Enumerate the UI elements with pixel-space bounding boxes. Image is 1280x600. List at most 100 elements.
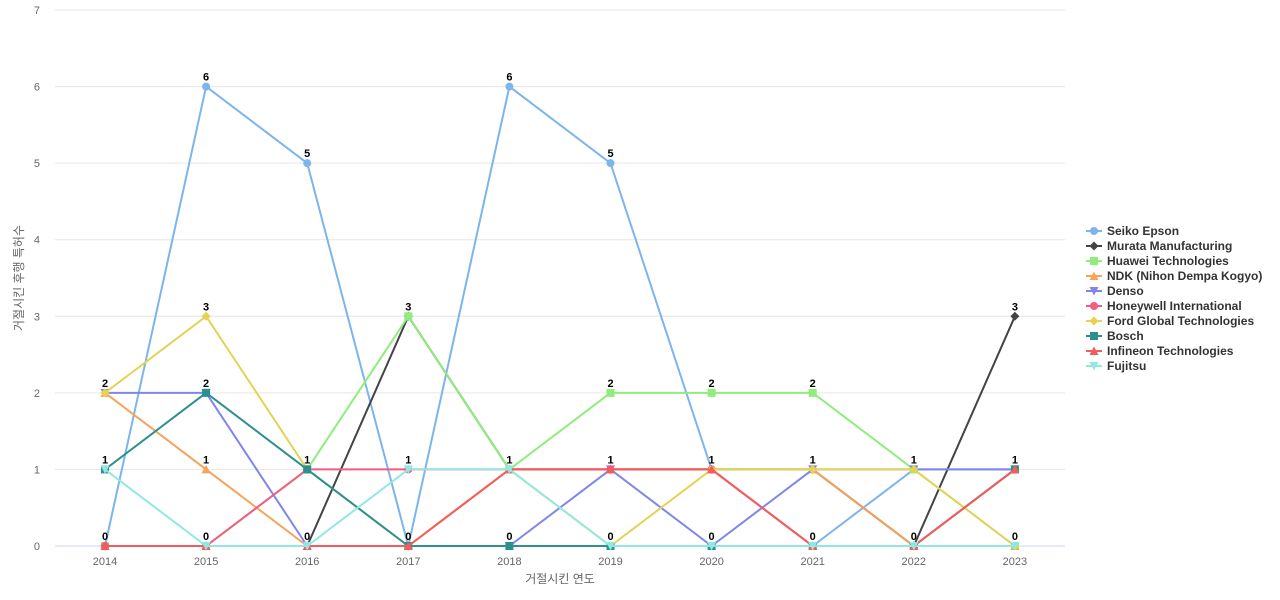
data-point [606,388,615,397]
data-point [606,464,615,474]
series-fujitsu [100,465,1020,551]
data-point [100,541,110,550]
x-tick-label: 2019 [598,556,622,568]
legend-item[interactable]: Denso [1086,284,1144,298]
legend-item[interactable]: Ford Global Technologies [1086,314,1254,328]
legend-item[interactable]: Huawei Technologies [1086,254,1229,268]
grid-lines [55,9,1065,547]
data-label: 0 [102,531,108,543]
data-label: 0 [810,531,816,543]
legend-marker [1090,227,1098,235]
series-lines [100,82,1020,551]
y-tick-label: 4 [34,235,40,247]
legend-item[interactable]: Seiko Epson [1086,224,1179,238]
y-tick-label: 6 [34,82,40,94]
legend-label: Infineon Technologies [1107,344,1234,358]
y-axis-title: 거절시킨 후행 특허수 [11,225,26,331]
x-tick-label: 2014 [93,556,117,568]
data-label: 1 [203,454,209,466]
legend-label: Murata Manufacturing [1107,239,1232,253]
data-point [403,465,413,474]
legend-marker [1089,287,1099,296]
data-label: 1 [911,454,917,466]
data-label: 1 [709,454,715,466]
x-tick-label: 2016 [295,556,319,568]
data-point [909,464,919,474]
data-label: 2 [607,378,613,390]
data-point [100,388,110,398]
x-tick-label: 2023 [1003,556,1027,568]
data-label: 1 [102,454,108,466]
data-label: 2 [810,378,816,390]
legend-marker [1089,346,1099,355]
series-line [104,468,1016,547]
legend-marker [1090,332,1098,340]
x-axis: 2014 2015 2016 2017 2018 2019 2020 2021 2022 2023 [93,556,1027,568]
y-tick-label: 1 [34,464,40,476]
data-point [606,542,615,551]
data-label: 6 [506,72,512,84]
legend-item[interactable]: Murata Manufacturing [1086,239,1232,253]
legend-label: Honeywell International [1107,299,1242,313]
y-tick-label: 5 [34,158,40,170]
data-point [303,465,312,474]
data-label: 2 [102,378,108,390]
data-label: 0 [1012,531,1018,543]
data-point [1010,464,1020,474]
legend-label: Bosch [1107,329,1144,343]
data-label: 3 [203,301,209,313]
data-label: 2 [709,378,715,390]
data-label: 1 [607,454,613,466]
legend-item[interactable]: NDK (Nihon Dempa Kogyo) [1086,269,1262,283]
x-tick-label: 2015 [194,556,218,568]
legend-label: Denso [1107,284,1144,298]
data-point [303,159,312,168]
y-tick-label: 3 [34,311,40,323]
legend-label: Ford Global Technologies [1107,314,1254,328]
data-point [1010,542,1020,551]
legend-item[interactable]: Honeywell International [1086,299,1242,313]
data-point [505,542,514,550]
data-point [707,464,717,474]
data-point [707,542,717,551]
series-line [104,315,1016,547]
x-tick-label: 2022 [902,556,926,568]
data-point [201,311,211,321]
data-point [606,159,615,168]
legend-item[interactable]: Fujitsu [1086,359,1146,373]
x-tick-label: 2018 [497,556,521,568]
data-point [909,542,919,551]
x-tick-label: 2021 [800,556,824,568]
data-point [202,82,211,91]
data-label: 0 [304,531,310,543]
y-tick-label: 0 [34,541,40,553]
legend-item[interactable]: Bosch [1086,329,1144,343]
legend-item[interactable]: Infineon Technologies [1086,344,1234,358]
data-point [808,388,817,397]
data-label: 1 [405,454,411,466]
data-point [504,465,514,474]
data-point [202,388,211,397]
data-point [302,542,312,551]
legend-marker [1090,257,1098,265]
legend-marker [1089,316,1099,326]
data-point [707,388,716,397]
data-point [808,542,818,551]
data-label: 1 [304,454,310,466]
data-label: 3 [1012,301,1018,313]
data-label: 5 [304,148,310,160]
data-point [404,312,413,321]
legend-marker [1090,302,1098,310]
data-point [201,542,211,551]
y-axis: 0 1 2 3 4 5 6 7 [34,5,40,553]
legend-label: Fujitsu [1107,359,1146,373]
data-label: 0 [506,531,512,543]
legend-label: Huawei Technologies [1107,254,1229,268]
y-tick-label: 7 [34,5,40,17]
data-point [505,82,514,91]
data-label: 0 [911,531,917,543]
data-label: 1 [810,454,816,466]
